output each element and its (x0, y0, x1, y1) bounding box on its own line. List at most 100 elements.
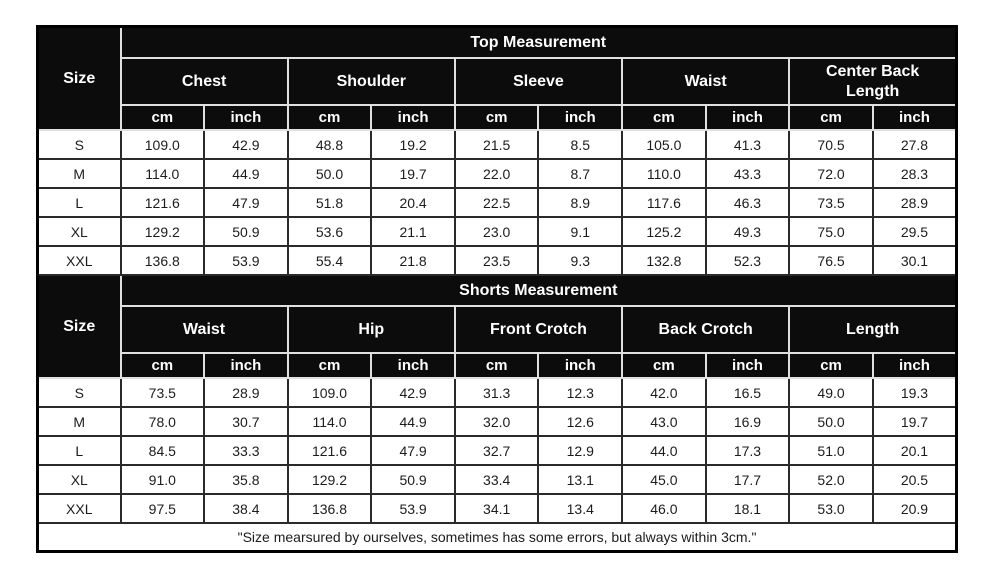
measure-header-cell: Length (788, 305, 958, 354)
value-cell: 21.5 (453, 129, 540, 160)
value-cell: 22.5 (453, 187, 540, 218)
unit-header-cell: cm (119, 104, 206, 131)
value-cell: 21.8 (370, 245, 456, 276)
table-row: L 84.5 33.3 121.6 47.9 32.7 12.9 44.0 17.3 51.0 20… (36, 435, 958, 466)
size-cell: M (36, 158, 122, 189)
value-cell: 49.3 (704, 216, 791, 247)
value-cell: 8.9 (537, 187, 624, 218)
value-cell: 28.9 (203, 377, 289, 408)
size-cell: L (36, 435, 122, 466)
value-cell: 31.3 (453, 377, 540, 408)
value-cell: 21.1 (370, 216, 456, 247)
table-row: XL 129.2 50.9 53.6 21.1 23.0 9.1 125.2 49.3 75.0 2… (36, 216, 958, 247)
value-cell: 16.5 (704, 377, 791, 408)
size-cell: L (36, 187, 122, 218)
value-cell: 20.5 (871, 464, 958, 495)
value-cell: 84.5 (119, 435, 206, 466)
value-cell: 132.8 (621, 245, 707, 276)
value-cell: 97.5 (119, 493, 206, 524)
value-cell: 13.1 (537, 464, 624, 495)
value-cell: 22.0 (453, 158, 540, 189)
value-cell: 20.1 (871, 435, 958, 466)
value-cell: 121.6 (119, 187, 206, 218)
value-cell: 9.3 (537, 245, 624, 276)
size-header-cell: Size (36, 25, 122, 131)
value-cell: 55.4 (286, 245, 373, 276)
value-cell: 76.5 (788, 245, 874, 276)
value-cell: 12.6 (537, 406, 624, 437)
measure-header-cell: Center Back Length (788, 57, 958, 106)
value-cell: 13.4 (537, 493, 624, 524)
value-cell: 32.7 (453, 435, 540, 466)
unit-header-cell: inch (704, 352, 791, 379)
unit-header-cell: cm (119, 352, 206, 379)
value-cell: 78.0 (119, 406, 206, 437)
table-row: Size Top Measurement (36, 25, 958, 131)
value-cell: 51.8 (286, 187, 373, 218)
value-cell: 44.9 (370, 406, 456, 437)
value-cell: 38.4 (203, 493, 289, 524)
unit-header-cell: inch (370, 104, 456, 131)
value-cell: 114.0 (286, 406, 373, 437)
value-cell: 17.7 (704, 464, 791, 495)
value-cell: 70.5 (788, 129, 874, 160)
value-cell: 48.8 (286, 129, 373, 160)
measure-header-cell: Shoulder (286, 57, 456, 106)
unit-header-cell: inch (871, 104, 958, 131)
measure-header-cell: Front Crotch (453, 305, 624, 354)
value-cell: 52.3 (704, 245, 791, 276)
unit-header-cell: inch (370, 352, 456, 379)
unit-header-cell: inch (203, 104, 289, 131)
unit-header-cell: cm (788, 352, 874, 379)
value-cell: 109.0 (119, 129, 206, 160)
unit-header-cell: cm (286, 352, 373, 379)
value-cell: 105.0 (621, 129, 707, 160)
value-cell: 129.2 (119, 216, 206, 247)
value-cell: 30.7 (203, 406, 289, 437)
value-cell: 47.9 (370, 435, 456, 466)
value-cell: 35.8 (203, 464, 289, 495)
value-cell: 28.3 (871, 158, 958, 189)
value-cell: 46.0 (621, 493, 707, 524)
size-cell: M (36, 406, 122, 437)
value-cell: 53.9 (203, 245, 289, 276)
unit-header-cell: cm (788, 104, 874, 131)
table-row: XXL 136.8 53.9 55.4 21.8 23.5 9.3 132.8 52.3 76.5… (36, 245, 958, 276)
value-cell: 12.3 (537, 377, 624, 408)
value-cell: 45.0 (621, 464, 707, 495)
value-cell: 43.0 (621, 406, 707, 437)
table-row: XXL 97.5 38.4 136.8 53.9 34.1 13.4 46.0 18.1 53.0… (36, 493, 958, 524)
value-cell: 44.9 (203, 158, 289, 189)
value-cell: 49.0 (788, 377, 874, 408)
measure-header-cell: Back Crotch (621, 305, 791, 354)
size-cell: XXL (36, 493, 122, 524)
size-cell: XL (36, 216, 122, 247)
value-cell: 43.3 (704, 158, 791, 189)
table-row: M 114.0 44.9 50.0 19.7 22.0 8.7 110.0 43.3 72.0 28… (36, 158, 958, 189)
value-cell: 30.1 (871, 245, 958, 276)
value-cell: 91.0 (119, 464, 206, 495)
value-cell: 136.8 (119, 245, 206, 276)
value-cell: 44.0 (621, 435, 707, 466)
value-cell: 42.9 (370, 377, 456, 408)
value-cell: 23.5 (453, 245, 540, 276)
value-cell: 41.3 (704, 129, 791, 160)
value-cell: 33.3 (203, 435, 289, 466)
table-row: Chest Shoulder Sleeve Waist Center Back Leng… (38, 57, 958, 106)
value-cell: 75.0 (788, 216, 874, 247)
value-cell: 20.9 (871, 493, 958, 524)
unit-header-cell: inch (203, 352, 289, 379)
value-cell: 46.3 (704, 187, 791, 218)
size-cell: XXL (36, 245, 122, 276)
value-cell: 73.5 (119, 377, 206, 408)
measure-header-cell: Waist (621, 57, 791, 106)
measure-header-cell: Sleeve (453, 57, 624, 106)
value-cell: 125.2 (621, 216, 707, 247)
value-cell: 110.0 (621, 158, 707, 189)
unit-header-cell: cm (286, 104, 373, 131)
value-cell: 53.9 (370, 493, 456, 524)
value-cell: 18.1 (704, 493, 791, 524)
value-cell: 73.5 (788, 187, 874, 218)
value-cell: 9.1 (537, 216, 624, 247)
section-0: Size Top Measurement Chest Shoulder Sleeve Wa… (36, 25, 958, 276)
